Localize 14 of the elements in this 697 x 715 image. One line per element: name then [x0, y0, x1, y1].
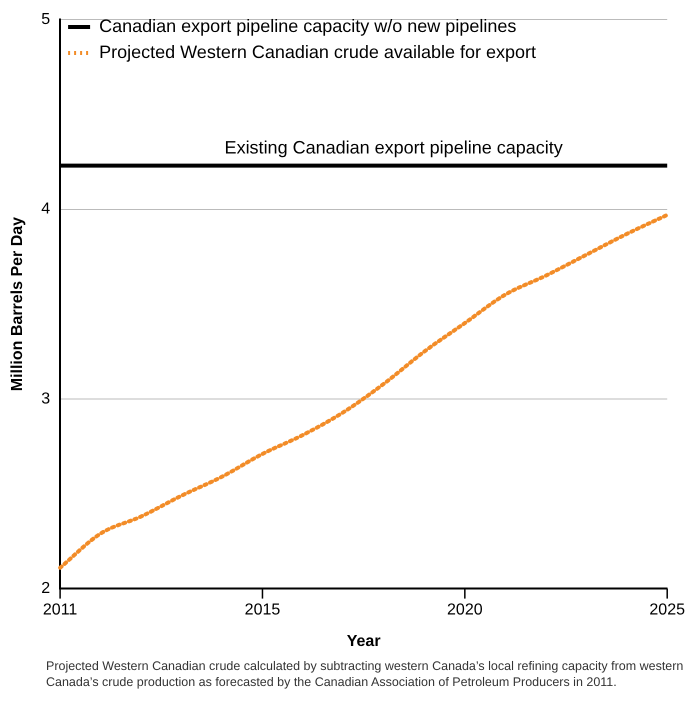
text: Projected Western Canadian crude calculated by subtracting western Canada’s local refining capacity from western Canada’s crude production as forecasted by the Canadian Association of Petroleum Producers in 2011.: [46, 659, 684, 690]
x-axis-title: Year: [346, 632, 381, 650]
y-tick-label: 5: [41, 11, 50, 28]
x-tick-label: 2011: [42, 602, 78, 619]
y-tick-label: 2: [41, 580, 50, 598]
legend-label: Projected Western Canadian crude available for export: [99, 42, 536, 62]
x-tick-label: 2025: [649, 602, 686, 619]
y-axis-title: Million Barrels Per Day: [9, 216, 26, 392]
annotation: Existing Canadian export pipeline capacity: [224, 138, 563, 158]
x-tick-label: 2015: [244, 602, 280, 619]
y-tick-label: 4: [41, 200, 50, 218]
x-tick-label: 2020: [447, 602, 483, 619]
legend-label: Canadian export pipeline capacity w/o new pipelines: [99, 16, 516, 36]
y-tick-label: 3: [41, 390, 50, 408]
